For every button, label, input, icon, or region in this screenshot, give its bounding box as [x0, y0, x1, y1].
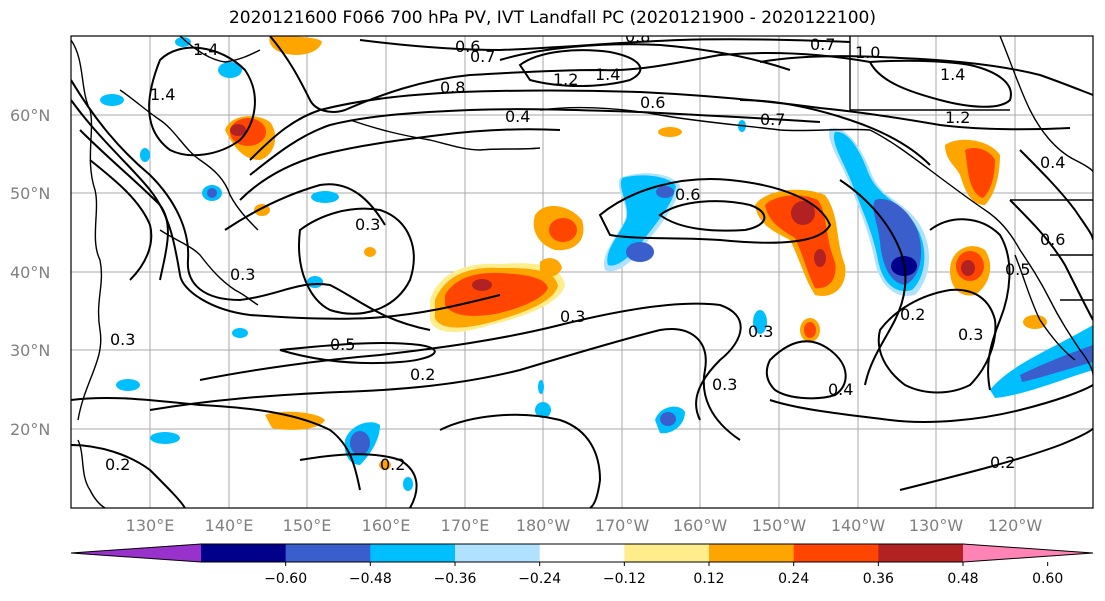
contour-label: 0.2	[105, 455, 130, 474]
lon-label: 140°E	[205, 516, 254, 535]
contour-label: 1.0	[855, 43, 880, 62]
colorbar-tick-label: 0.48	[947, 571, 978, 587]
colorbar-extend-high	[963, 544, 1093, 562]
contour-label: 0.7	[760, 110, 785, 129]
contour-label: 0.6	[1040, 230, 1065, 249]
lon-label: 170°E	[441, 516, 490, 535]
contour-label: 0.3	[748, 322, 773, 341]
colorbar-swatch	[709, 544, 795, 562]
contour-label: 0.6	[455, 37, 480, 56]
lon-label: 180°W	[516, 516, 571, 535]
contour-label: 1.2	[945, 108, 970, 127]
contour-label: 1.4	[595, 65, 620, 84]
colorbar-swatch	[201, 544, 287, 562]
lon-label: 130°E	[126, 516, 175, 535]
contour-label-group: 1.4 1.4 0.6 0.7 0.8 0.7 1.2 1.4 0.8 0.6 …	[105, 27, 1065, 474]
longitude-labels: 130°E 140°E 150°E 160°E 170°E 180°W 170°…	[126, 516, 1043, 535]
colorbar: −0.60 −0.48 −0.36 −0.24 −0.12 0.12 0.24 0.36 0.4…	[70, 543, 1094, 587]
colorbar-tick-label: 0.12	[693, 571, 724, 587]
contour-label: 0.6	[640, 93, 665, 112]
coastlines	[71, 36, 1093, 508]
colorbar-tick-label: −0.60	[264, 571, 307, 587]
lat-label-40n: 40°N	[10, 263, 50, 282]
colorbar-tick-label: 0.24	[778, 571, 809, 587]
contour-label: 0.3	[712, 375, 737, 394]
contour-label: 0.7	[470, 47, 495, 66]
contour-label: 0.3	[958, 325, 983, 344]
colorbar-extend-low	[71, 544, 201, 562]
colorbar-tick-label: −0.36	[434, 571, 477, 587]
contour-label: 0.4	[828, 380, 853, 399]
lat-label-30n: 30°N	[10, 341, 50, 360]
lon-label: 140°W	[831, 516, 886, 535]
lon-label: 130°W	[909, 516, 964, 535]
contour-label: 0.4	[505, 107, 530, 126]
ivt-negative-shading	[100, 37, 1093, 491]
contour-label: 0.2	[410, 365, 435, 384]
contour-label: 0.3	[230, 265, 255, 284]
contour-label: 0.5	[330, 335, 355, 354]
colorbar-tick-label: 0.36	[863, 571, 894, 587]
lat-label-20n: 20°N	[10, 420, 50, 439]
colorbar-tick-label: −0.48	[349, 571, 392, 587]
colorbar-swatch	[455, 544, 541, 562]
colorbar-swatch	[285, 544, 371, 562]
colorbar-swatch	[370, 544, 456, 562]
map-frame	[70, 35, 1094, 509]
lon-label: 150°E	[283, 516, 332, 535]
contour-label: 1.4	[193, 40, 218, 59]
contour-label: 0.2	[900, 305, 925, 324]
lat-label-50n: 50°N	[10, 184, 50, 203]
colorbar-tick-label: −0.12	[603, 571, 646, 587]
ivt-positive-shading	[225, 36, 1047, 470]
contour-label: 1.4	[150, 85, 175, 104]
contour-label: 0.5	[1005, 260, 1030, 279]
lat-label-60n: 60°N	[10, 106, 50, 125]
contour-label: 0.6	[675, 185, 700, 204]
contour-label: 0.2	[380, 455, 405, 474]
colorbar-swatch	[878, 544, 964, 562]
colorbar-outline	[70, 543, 1094, 563]
contour-label: 0.4	[1040, 153, 1065, 172]
contour-label: 0.2	[990, 453, 1015, 472]
latitude-labels: 60°N 50°N 40°N 30°N 20°N	[10, 106, 50, 439]
lon-label: 160°E	[362, 516, 411, 535]
lon-label: 150°W	[752, 516, 807, 535]
contour-label: 0.8	[625, 27, 650, 46]
colorbar-swatch	[793, 544, 879, 562]
contour-label: 0.3	[355, 215, 380, 234]
contour-label: 0.3	[560, 307, 585, 326]
colorbar-swatch	[539, 544, 625, 562]
contour-label: 0.3	[110, 330, 135, 349]
contour-label: 1.4	[940, 65, 965, 84]
lon-label: 170°W	[595, 516, 650, 535]
map-title: 2020121600 F066 700 hPa PV, IVT Landfall…	[228, 8, 876, 28]
pv-contours	[71, 36, 1093, 508]
contour-label: 1.2	[553, 70, 578, 89]
lon-label: 160°W	[673, 516, 728, 535]
lon-label: 120°W	[988, 516, 1043, 535]
contour-label: 0.8	[440, 78, 465, 97]
colorbar-swatch	[624, 544, 710, 562]
colorbar-tick-label: −0.24	[518, 571, 561, 587]
colorbar-tick-label: 0.60	[1032, 571, 1063, 587]
contour-label: 0.7	[810, 35, 835, 54]
